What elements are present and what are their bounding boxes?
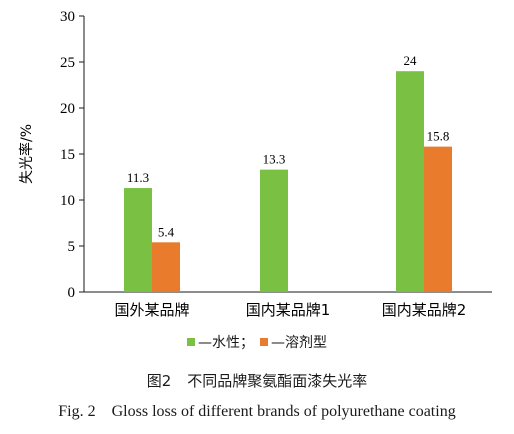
- caption-cn-number: 图2: [146, 372, 172, 390]
- bar-solventborne: [424, 146, 452, 292]
- figure-caption-cn: 图2 不同品牌聚氨酯面漆失光率: [0, 370, 514, 391]
- data-label: 15.8: [427, 129, 450, 144]
- data-label: 5.4: [158, 224, 175, 239]
- bars-group: [124, 71, 452, 292]
- y-tick-label: 30: [60, 9, 75, 25]
- legend-label-waterborne: —水性；: [198, 335, 254, 351]
- caption-cn-title: 不同品牌聚氨酯面漆失光率: [187, 372, 368, 390]
- data-label: 13.3: [263, 152, 286, 167]
- bar-chart: 0 5 10 15 20 25 30 11.3 5.4 13.3 24 15.8 国外某品牌 国内某品…: [18, 9, 492, 319]
- y-tick-label: 25: [60, 55, 75, 71]
- y-tick-label: 0: [68, 285, 76, 301]
- y-tick-label: 5: [68, 239, 76, 255]
- y-tick-label: 15: [60, 147, 75, 163]
- legend: —水性； —溶剂型: [0, 332, 514, 352]
- caption-en-title: Gloss loss of different brands of polyur…: [111, 403, 456, 420]
- caption-en-number: Fig. 2: [58, 403, 96, 420]
- legend-label-solventborne: —溶剂型: [271, 335, 327, 351]
- bar-waterborne: [124, 188, 152, 292]
- legend-swatch-waterborne: [187, 338, 195, 346]
- category-labels-group: 国外某品牌 国内某品牌1 国内某品牌2: [114, 301, 466, 319]
- data-label: 11.3: [127, 170, 149, 185]
- x-category-label: 国内某品牌1: [246, 301, 331, 319]
- bar-waterborne: [396, 71, 424, 292]
- bar-waterborne: [260, 169, 288, 292]
- data-label: 24: [404, 53, 418, 68]
- x-category-label: 国外某品牌: [114, 301, 189, 319]
- figure-caption-en: Fig. 2 Gloss loss of different brands of …: [0, 403, 514, 421]
- data-labels-group: 11.3 5.4 13.3 24 15.8: [127, 53, 450, 239]
- y-axis-label: 失光率/%: [18, 124, 35, 184]
- legend-swatch-solventborne: [260, 338, 268, 346]
- bar-solventborne: [152, 242, 180, 292]
- x-category-label: 国内某品牌2: [382, 301, 467, 319]
- y-tick-label: 10: [60, 193, 75, 209]
- y-tick-label: 20: [60, 101, 75, 117]
- y-axis-ticks: 0 5 10 15 20 25 30: [60, 9, 84, 301]
